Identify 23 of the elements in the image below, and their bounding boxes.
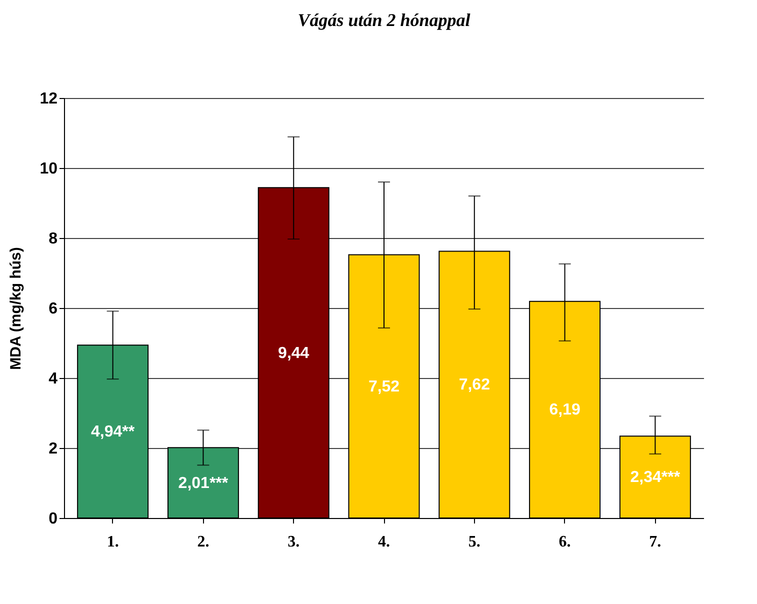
x-tick-label: 5. bbox=[468, 534, 480, 550]
y-tick-label: 6 bbox=[48, 300, 58, 318]
data-label: 9,44 bbox=[278, 344, 310, 362]
data-label: 7,62 bbox=[458, 376, 490, 394]
x-tick-label: 1. bbox=[106, 534, 119, 550]
x-tick-label: 4. bbox=[378, 534, 390, 550]
chart-title: Vágás után 2 hónappal bbox=[298, 10, 470, 30]
data-label: 6,19 bbox=[549, 402, 580, 419]
x-tick-label: 7. bbox=[649, 534, 662, 550]
y-tick-label: 12 bbox=[40, 90, 58, 108]
y-tick-label: 2 bbox=[48, 440, 58, 458]
data-label: 2,34*** bbox=[630, 469, 681, 486]
y-tick-label: 0 bbox=[48, 510, 58, 528]
data-label: 4,94** bbox=[91, 424, 136, 441]
data-label: 7,52 bbox=[368, 378, 400, 396]
y-tick-label: 4 bbox=[48, 370, 58, 388]
x-tick-label: 3. bbox=[288, 534, 300, 550]
y-tick-label: 8 bbox=[48, 230, 58, 248]
x-tick-label: 2. bbox=[197, 534, 210, 550]
x-tick-label: 6. bbox=[558, 534, 571, 550]
y-axis-title: MDA (mg/kg hús) bbox=[8, 247, 25, 370]
data-label: 2,01*** bbox=[178, 474, 229, 492]
y-tick-label: 10 bbox=[40, 160, 58, 178]
